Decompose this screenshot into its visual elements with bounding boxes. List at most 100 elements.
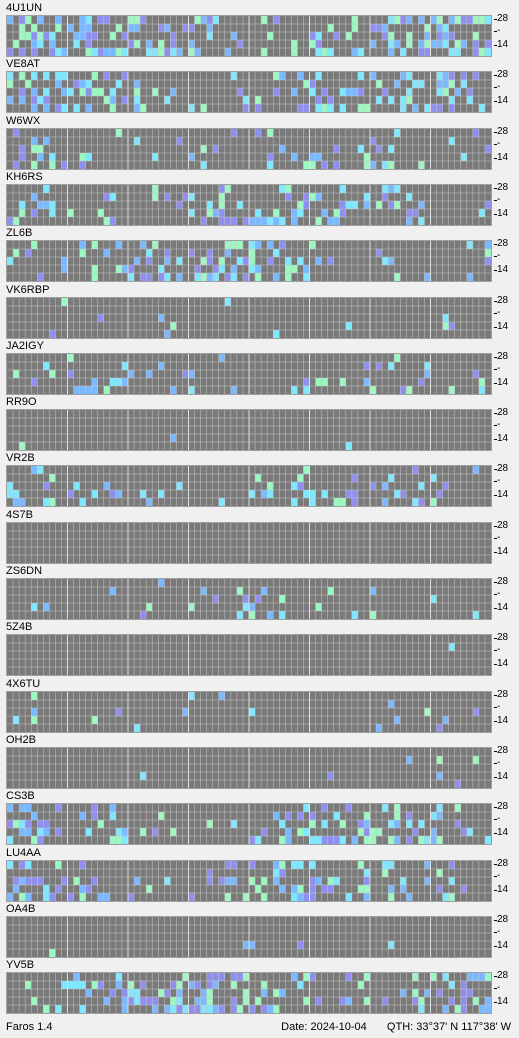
signal-cell: [91, 265, 98, 274]
signal-cell: [412, 466, 419, 475]
scale-tick: [494, 481, 497, 483]
signal-cell: [61, 257, 68, 266]
signal-cell: [321, 208, 328, 217]
scale-tick: [494, 608, 497, 609]
signal-cell: [188, 152, 195, 161]
signal-cell: [412, 498, 419, 507]
signal-cell: [115, 973, 122, 982]
signal-cell: [13, 369, 20, 378]
signal-cell: [158, 361, 165, 370]
signal-cell: [436, 104, 443, 113]
signal-cell: [370, 828, 377, 837]
signal-cell: [454, 804, 461, 813]
signal-cell: [79, 152, 86, 161]
signal-cell: [412, 828, 419, 837]
signal-cell: [454, 1005, 461, 1014]
signal-cell: [249, 490, 256, 499]
signal-cell: [297, 474, 304, 483]
signal-cell: [176, 482, 183, 491]
signal-cell: [218, 498, 225, 507]
signal-cell: [134, 136, 141, 145]
signal-cell: [430, 104, 437, 113]
signal-cell: [242, 104, 249, 113]
signal-cell: [31, 691, 38, 700]
signal-cell: [382, 88, 389, 97]
signal-cell: [79, 241, 86, 250]
signal-cell: [43, 361, 50, 370]
station-panel: YV5B 28- 14: [0, 958, 519, 1015]
signal-cell: [158, 24, 165, 32]
scale-label-bottom: 14: [497, 489, 509, 501]
signal-cell: [91, 804, 98, 813]
signal-cell: [230, 1005, 237, 1014]
signal-cell: [206, 273, 213, 282]
signal-cell: [484, 836, 491, 845]
signal-cell: [327, 771, 334, 780]
signal-cell: [176, 200, 183, 209]
signal-cell: [418, 16, 425, 24]
propagation-grid-svg: [7, 410, 491, 451]
signal-cell: [291, 152, 298, 161]
signal-cell: [303, 466, 310, 475]
scale-label-bottom: 14: [497, 714, 509, 726]
signal-cell: [261, 981, 268, 990]
signal-cell: [79, 80, 86, 89]
scale-tick: [494, 19, 497, 20]
signal-cell: [430, 828, 437, 837]
signal-cell: [170, 1005, 177, 1014]
signal-cell: [249, 216, 256, 225]
signal-cell: [200, 1005, 207, 1014]
signal-cell: [31, 876, 38, 885]
signal-cell: [182, 707, 189, 716]
signal-cell: [261, 490, 268, 499]
signal-cell: [218, 876, 225, 885]
signal-cell: [309, 860, 316, 869]
scale-label-top: 28: [497, 463, 509, 475]
signal-cell: [315, 257, 322, 266]
propagation-grid-svg: [7, 691, 491, 732]
signal-cell: [315, 40, 322, 48]
signal-cell: [121, 1005, 128, 1014]
signal-cell: [128, 16, 135, 24]
scale-tick: [494, 582, 497, 583]
station-panel: KH6RS 28- 14: [0, 170, 519, 226]
signal-cell: [345, 997, 352, 1006]
signal-cell: [164, 96, 171, 105]
signal-cell: [164, 257, 171, 266]
scale-tick: [494, 594, 497, 595]
signal-cell: [49, 892, 56, 901]
signal-cell: [382, 498, 389, 507]
signal-cell: [291, 498, 298, 507]
signal-cell: [61, 876, 68, 885]
signal-cell: [152, 152, 159, 161]
propagation-grid: [6, 746, 492, 789]
signal-cell: [164, 989, 171, 998]
signal-cell: [333, 836, 340, 845]
signal-cell: [273, 860, 280, 869]
propagation-grid-svg: [7, 579, 491, 619]
signal-cell: [273, 216, 280, 225]
signal-cell: [79, 249, 86, 258]
signal-cell: [472, 72, 479, 81]
signal-cell: [345, 200, 352, 209]
signal-cell: [206, 208, 213, 217]
signal-cell: [309, 241, 316, 250]
signal-cell: [158, 48, 165, 56]
signal-cell: [242, 216, 249, 225]
signal-cell: [236, 611, 243, 619]
propagation-grid: [6, 803, 492, 846]
signal-cell: [418, 40, 425, 48]
signal-cell: [363, 152, 370, 161]
signal-cell: [267, 128, 274, 137]
signal-cell: [388, 836, 395, 845]
signal-cell: [255, 273, 262, 282]
signal-cell: [321, 804, 328, 813]
signal-cell: [79, 16, 86, 24]
signal-cell: [218, 265, 225, 274]
signal-cell: [67, 490, 74, 499]
signal-cell: [128, 892, 135, 901]
station-panel: 4S7B 28- 14: [0, 508, 519, 564]
signal-cell: [19, 200, 26, 209]
signal-cell: [376, 24, 383, 32]
signal-cell: [478, 1005, 485, 1014]
